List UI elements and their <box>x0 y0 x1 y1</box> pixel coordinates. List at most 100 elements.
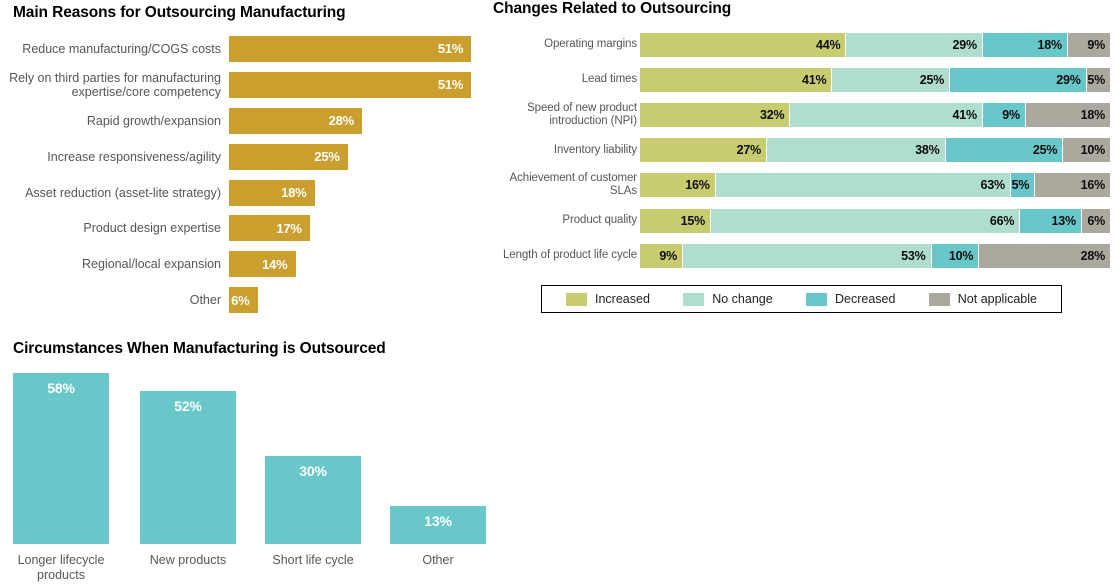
segment-decreased: 29% <box>950 67 1086 92</box>
value-label: 44% <box>816 37 841 52</box>
value-label: 16% <box>685 178 710 193</box>
category-label: Longer lifecycle products <box>17 553 105 582</box>
bar-row: Rely on third parties for manufacturing … <box>0 67 497 103</box>
value-label: 41% <box>802 72 827 87</box>
segment-no-change: 63% <box>715 173 1010 198</box>
chart-title-circumstances: Circumstances When Manufacturing is Outs… <box>13 340 386 357</box>
segment-increased: 44% <box>640 32 846 57</box>
category-label: Speed of new product introduction (NPI) <box>527 101 637 127</box>
bar-row: Rapid growth/expansion 28% <box>0 103 497 139</box>
category-label: Length of product life cycle <box>502 249 637 262</box>
segment-decreased: 18% <box>982 32 1067 57</box>
segment-decreased: 5% <box>1010 173 1035 198</box>
segment-increased: 41% <box>640 67 832 92</box>
value-label: 5% <box>1087 72 1105 87</box>
value-label: 6% <box>1087 213 1105 228</box>
value-label: 53% <box>901 248 926 263</box>
value-label: 51% <box>437 77 464 93</box>
segment-decreased: 25% <box>945 138 1063 163</box>
value-label: 6% <box>231 292 250 308</box>
segment-no-change: 38% <box>767 138 945 163</box>
segment-increased: 15% <box>640 208 711 233</box>
bar-row: Increase responsiveness/agility 25% <box>0 139 497 175</box>
value-label: 29% <box>1056 72 1081 87</box>
bar-other-circumstance: 13% <box>390 505 486 544</box>
bar-row: Reduce manufacturing/COGS costs 51% <box>0 31 497 67</box>
chart-circumstances: Circumstances When Manufacturing is Outs… <box>0 338 560 588</box>
bar-reduce-costs: 51% <box>229 35 472 62</box>
legend-label: Not applicable <box>957 292 1037 306</box>
bar-responsiveness: 25% <box>229 143 348 170</box>
stacked-row-speed-npi: Speed of new product introduction (NPI) … <box>493 97 1110 132</box>
value-label: 41% <box>952 107 977 122</box>
stacked-row-operating-margins: Operating margins 44% 29% 18% 9% <box>493 27 1110 62</box>
stacked-track: 15% 66% 13% 6% <box>640 208 1110 233</box>
bar-row: Regional/local expansion 14% <box>0 246 497 282</box>
value-label: 9% <box>1002 107 1020 122</box>
bar-rapid-growth: 28% <box>229 107 362 134</box>
legend-label: No change <box>712 292 773 306</box>
segment-increased: 32% <box>640 102 790 127</box>
segment-not-applicable: 18% <box>1025 102 1110 127</box>
segment-not-applicable: 10% <box>1063 138 1110 163</box>
legend-swatch-increased <box>566 292 587 306</box>
vertical-plot-area: 58% 52% 30% 13% <box>0 372 520 544</box>
stacked-track: 9% 53% 10% 28% <box>640 243 1110 268</box>
bar-rely-third-parties: 51% <box>229 71 472 98</box>
value-label: 18% <box>1080 107 1106 122</box>
category-label: Other <box>189 293 221 308</box>
value-label: 13% <box>424 512 452 529</box>
value-label: 58% <box>47 379 75 396</box>
category-label: Achievement of customer SLAs <box>509 172 638 198</box>
legend-item-decreased: Decreased <box>806 292 895 306</box>
stacked-rows: Operating margins 44% 29% 18% 9% Lead ti… <box>493 27 1110 273</box>
legend-swatch-no-change <box>683 292 705 306</box>
segment-decreased: 13% <box>1020 208 1081 233</box>
segment-no-change: 25% <box>832 67 950 92</box>
value-label: 9% <box>1087 37 1105 52</box>
value-label: 52% <box>174 397 202 414</box>
value-label: 25% <box>314 149 340 165</box>
bar-row: Asset reduction (asset-lite strategy) 18… <box>0 175 497 211</box>
bar-regional-expansion: 14% <box>229 251 296 278</box>
category-label: Rely on third parties for manufacturing … <box>9 70 221 99</box>
segment-not-applicable: 9% <box>1067 32 1110 57</box>
stacked-row-lead-times: Lead times 41% 25% 29% 5% <box>493 62 1110 97</box>
value-label: 28% <box>328 113 355 129</box>
value-label: 16% <box>1080 178 1106 193</box>
value-label: 27% <box>736 143 762 158</box>
segment-no-change: 66% <box>711 208 1020 233</box>
legend: Increased No change Decreased Not applic… <box>541 285 1062 313</box>
value-label: 25% <box>1032 143 1058 158</box>
value-label: 5% <box>1011 178 1030 193</box>
stacked-track: 41% 25% 29% 5% <box>640 67 1110 92</box>
legend-item-increased: Increased <box>566 292 650 306</box>
segment-increased: 16% <box>640 173 715 198</box>
stacked-track: 16% 63% 5% 16% <box>640 173 1110 198</box>
segment-decreased: 9% <box>982 102 1025 127</box>
stacked-row-customer-slas: Achievement of customer SLAs 16% 63% 5% … <box>493 168 1110 203</box>
bar-rows: Reduce manufacturing/COGS costs 51% Rely… <box>0 31 497 318</box>
category-label: Reduce manufacturing/COGS costs <box>22 41 221 56</box>
legend-swatch-not-applicable <box>928 292 950 306</box>
stacked-row-product-quality: Product quality 15% 66% 13% 6% <box>493 203 1110 238</box>
value-label: 18% <box>281 185 307 200</box>
segment-no-change: 41% <box>790 102 982 127</box>
value-label: 14% <box>262 256 288 272</box>
stacked-row-inventory-liability: Inventory liability 27% 38% 25% 10% <box>493 133 1110 168</box>
bar-design-expertise: 17% <box>229 215 310 242</box>
category-label: Product quality <box>562 214 637 227</box>
chart-title-main-reasons: Main Reasons for Outsourcing Manufacturi… <box>13 4 346 21</box>
value-label: 29% <box>952 37 977 52</box>
value-label: 10% <box>948 248 974 263</box>
stacked-track: 44% 29% 18% 9% <box>640 32 1110 57</box>
segment-not-applicable: 6% <box>1081 208 1110 233</box>
legend-label: Decreased <box>835 292 896 306</box>
segment-increased: 27% <box>640 138 767 163</box>
stacked-track: 27% 38% 25% 10% <box>640 138 1110 163</box>
value-label: 9% <box>659 248 678 263</box>
segment-not-applicable: 28% <box>979 243 1110 268</box>
category-label: Inventory liability <box>553 143 637 156</box>
chart-main-reasons: Main Reasons for Outsourcing Manufacturi… <box>0 0 497 330</box>
value-label: 18% <box>1037 37 1063 52</box>
